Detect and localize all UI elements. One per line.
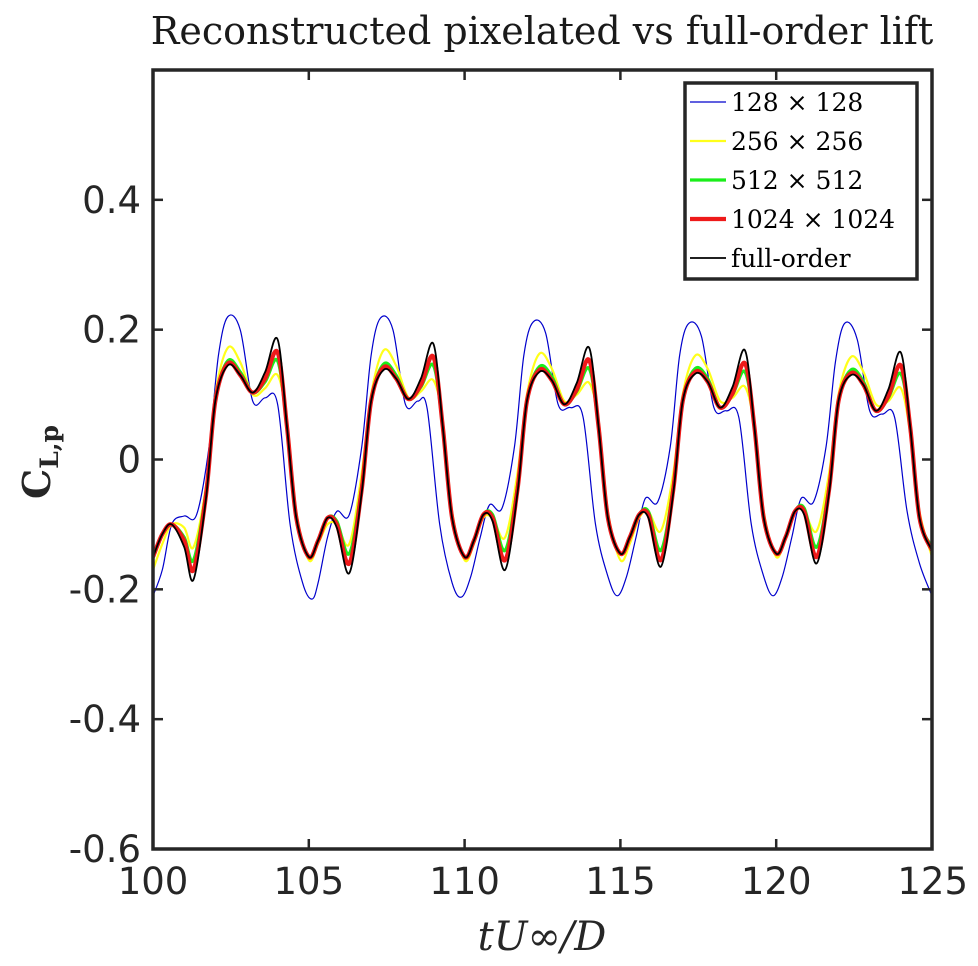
- y-tick-label: 0.2: [82, 309, 141, 352]
- y-axis-label: CL,p: [14, 425, 64, 499]
- y-tick-label: -0.6: [69, 828, 141, 871]
- x-tick-label: 120: [741, 860, 812, 903]
- series-line-1: [153, 314, 932, 600]
- legend-label: 128 × 128: [731, 88, 863, 117]
- plot-lines: [153, 314, 932, 600]
- x-axis-label: tU∞/D: [478, 914, 607, 960]
- y-axis-label-subscript: L,p: [35, 425, 64, 469]
- y-tick-label: -0.2: [69, 568, 141, 611]
- legend-items: 128 × 128 256 × 256 512 × 512 1024 × 1024 fu…: [690, 88, 895, 273]
- x-axis: 100 105 110 115 120 125: [118, 70, 968, 903]
- legend-label: 1024 × 1024: [731, 205, 895, 234]
- x-tick-label: 110: [429, 860, 500, 903]
- x-tick-label: 105: [273, 860, 344, 903]
- legend-label: 512 × 512: [731, 166, 863, 195]
- y-tick-label: 0.4: [82, 179, 141, 222]
- x-tick-label: 115: [585, 860, 656, 903]
- legend-label: 256 × 256: [731, 127, 863, 156]
- y-tick-label: -0.4: [69, 698, 141, 741]
- series-line-5: [153, 336, 932, 582]
- legend-label: full-order: [731, 244, 851, 273]
- legend: 128 × 128 256 × 256 512 × 512 1024 × 1024 fu…: [683, 81, 919, 281]
- y-tick-label: 0: [117, 439, 141, 482]
- y-axis: -0.6 -0.4 -0.2 0 0.2 0.4: [69, 179, 932, 871]
- chart-title: Reconstructed pixelated vs full-order li…: [151, 9, 933, 53]
- x-tick-label: 125: [897, 860, 968, 903]
- x-tick-label: 100: [118, 860, 189, 903]
- y-axis-label-main: C: [14, 469, 59, 499]
